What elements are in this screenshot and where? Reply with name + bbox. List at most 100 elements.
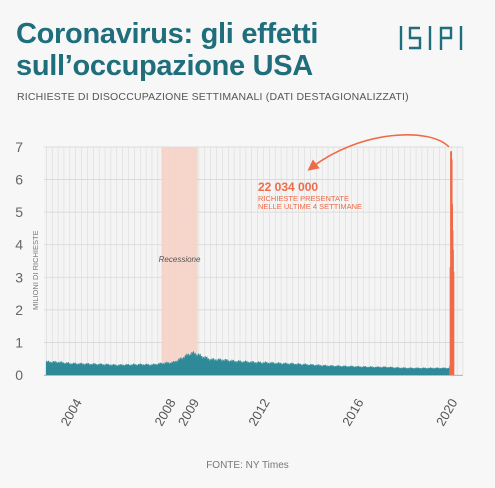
bar-weekly-claims: [393, 367, 395, 375]
bar-weekly-claims: [141, 364, 143, 375]
bar-weekly-claims: [213, 360, 215, 375]
bar-weekly-claims: [323, 365, 325, 375]
bar-weekly-claims: [424, 367, 426, 375]
bar-weekly-claims: [197, 355, 199, 375]
bar-weekly-claims: [207, 358, 209, 375]
bar-weekly-claims: [145, 365, 147, 375]
bar-weekly-claims: [137, 365, 139, 375]
bar-weekly-claims: [149, 364, 151, 375]
bar-weekly-claims: [205, 358, 207, 375]
bar-weekly-claims: [447, 368, 449, 375]
bar-weekly-claims: [384, 367, 385, 375]
bar-weekly-claims: [91, 364, 93, 375]
bar-weekly-claims: [253, 363, 255, 375]
bar-weekly-claims: [261, 362, 263, 375]
bar-weekly-claims: [122, 365, 124, 375]
bar-weekly-claims: [263, 363, 265, 375]
bar-weekly-claims: [288, 363, 290, 375]
bar-weekly-claims: [337, 366, 339, 375]
bar-weekly-claims: [151, 364, 153, 375]
bar-weekly-claims: [358, 366, 360, 375]
bar-weekly-claims: [406, 367, 408, 375]
ispi-logo-mark: [399, 26, 463, 50]
bar-weekly-claims: [105, 365, 107, 375]
bar-weekly-claims: [278, 362, 280, 375]
bar-weekly-claims: [77, 364, 79, 375]
bar-weekly-claims: [63, 362, 64, 375]
bar-weekly-claims: [116, 365, 118, 375]
bar-weekly-claims: [363, 366, 365, 375]
bar-weekly-claims: [79, 363, 81, 375]
bar-weekly-claims: [371, 366, 373, 375]
bar-weekly-claims: [133, 364, 135, 375]
bar-weekly-claims: [203, 358, 205, 375]
bar-weekly-claims: [305, 363, 306, 375]
bar-weekly-claims: [193, 351, 194, 375]
bar-weekly-claims: [408, 367, 410, 375]
x-tick-label: 2012: [245, 396, 272, 429]
bar-weekly-claims: [405, 367, 407, 375]
bar-weekly-claims: [222, 360, 224, 375]
bar-weekly-claims: [95, 364, 97, 375]
bar-weekly-claims: [213, 358, 215, 375]
bar-weekly-claims: [102, 364, 104, 375]
bar-weekly-claims: [205, 357, 207, 375]
bar-weekly-claims: [276, 363, 278, 375]
bar-weekly-claims: [196, 354, 198, 375]
bar-weekly-claims: [391, 366, 393, 375]
bar-weekly-claims: [312, 365, 314, 375]
bar-weekly-claims: [253, 361, 254, 375]
bar-weekly-claims: [258, 362, 260, 375]
bar-weekly-claims: [250, 362, 252, 375]
bar-weekly-claims: [104, 364, 106, 375]
bar-weekly-claims: [117, 366, 119, 375]
bar-weekly-claims: [357, 366, 359, 375]
recession-label: Recessione: [159, 255, 201, 264]
bar-weekly-claims: [428, 367, 430, 375]
bar-weekly-claims: [252, 362, 254, 375]
bar-weekly-claims: [266, 361, 268, 375]
bar-weekly-claims: [98, 365, 100, 375]
bar-weekly-claims: [448, 367, 450, 375]
bar-weekly-claims: [104, 365, 106, 375]
bar-weekly-claims: [249, 362, 251, 375]
bar-weekly-claims: [233, 361, 235, 375]
bar-weekly-claims: [191, 351, 193, 375]
bar-weekly-claims: [281, 364, 282, 375]
bar-weekly-claims: [434, 368, 436, 375]
bar-weekly-claims: [322, 366, 324, 375]
bar-weekly-claims: [421, 367, 423, 375]
bar-weekly-claims: [394, 367, 396, 375]
bar-weekly-claims: [329, 365, 331, 375]
bar-weekly-claims: [290, 364, 292, 375]
bar-weekly-claims: [196, 354, 198, 375]
bar-weekly-claims: [321, 365, 323, 375]
bar-weekly-claims: [312, 365, 314, 375]
bar-weekly-claims: [167, 363, 169, 375]
bar-weekly-claims: [175, 362, 177, 375]
bar-weekly-claims: [376, 366, 378, 375]
bar-weekly-claims: [119, 364, 121, 375]
bar-weekly-claims: [60, 362, 62, 375]
bar-weekly-claims: [85, 364, 87, 375]
bar-weekly-claims: [146, 363, 148, 375]
bar-weekly-claims: [125, 365, 127, 375]
bar-weekly-claims: [99, 364, 101, 375]
bar-weekly-claims: [142, 365, 143, 375]
bar-weekly-claims: [281, 364, 283, 375]
bar-weekly-claims: [326, 365, 328, 375]
bar-weekly-claims: [287, 364, 289, 375]
bar-weekly-claims: [345, 365, 347, 375]
bar-weekly-claims: [290, 363, 292, 375]
bar-weekly-claims: [435, 368, 437, 375]
bar-weekly-claims: [426, 368, 428, 375]
bar-weekly-claims: [121, 364, 123, 375]
bar-weekly-claims: [103, 364, 105, 375]
bar-weekly-claims: [252, 362, 254, 375]
bar-weekly-claims: [138, 365, 140, 375]
bar-weekly-claims: [232, 360, 234, 375]
bar-weekly-claims: [142, 364, 144, 375]
bar-weekly-claims: [57, 362, 59, 375]
bar-weekly-claims: [157, 363, 159, 375]
bar-weekly-claims: [199, 354, 201, 375]
